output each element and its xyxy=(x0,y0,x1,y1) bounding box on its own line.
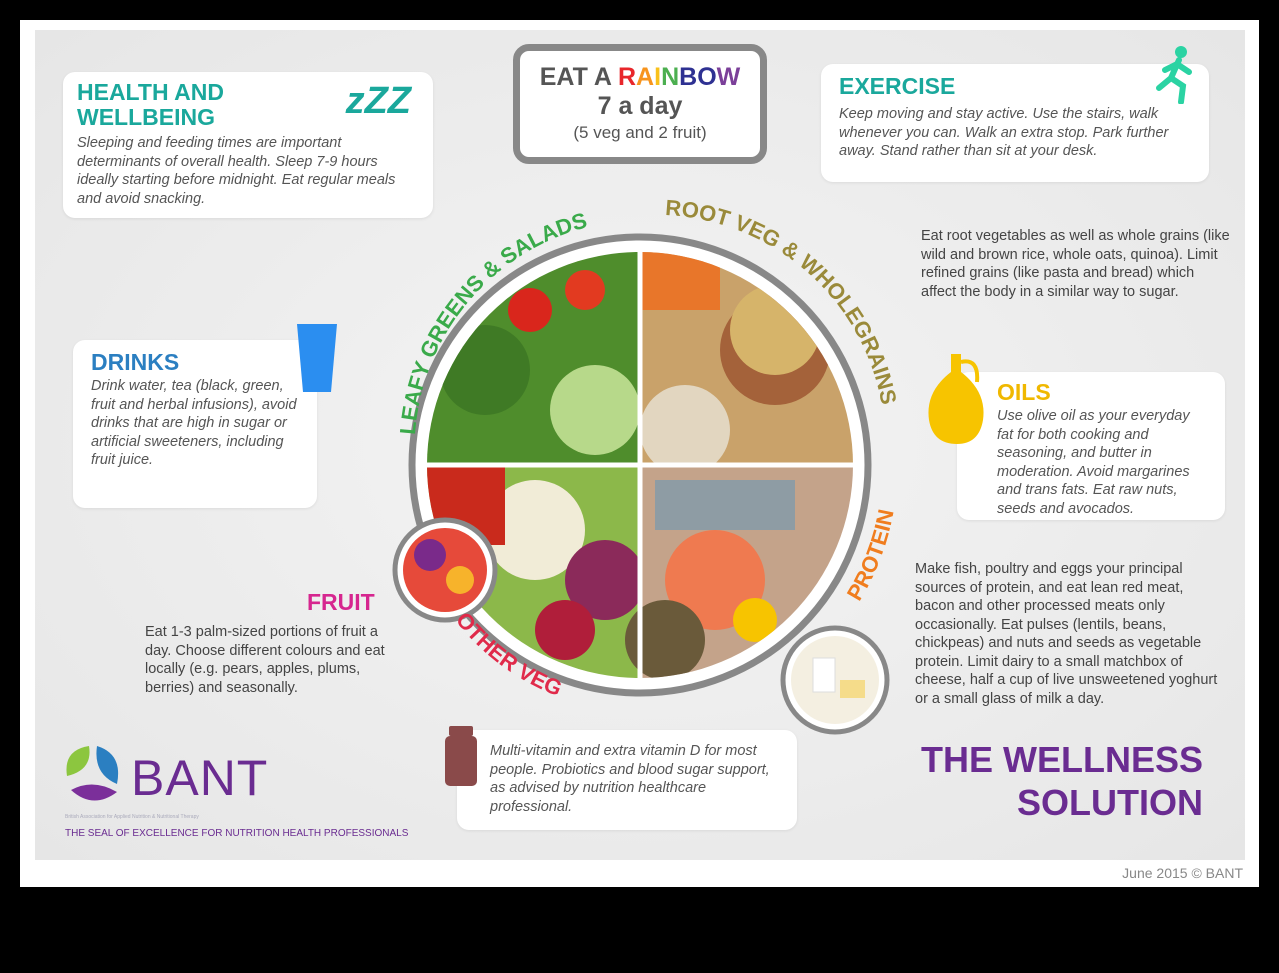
oils-card: OILS Use olive oil as your everyday fat … xyxy=(957,372,1225,520)
root-text: Eat root vegetables as well as whole gra… xyxy=(921,228,1230,300)
rainbow-letter: B xyxy=(679,63,698,91)
title-line1: EAT A RAINBOW xyxy=(539,63,741,91)
fruit-title: FRUIT xyxy=(307,589,375,615)
rainbow-letter: R xyxy=(617,63,637,91)
supplement-bottle-icon xyxy=(445,726,477,786)
drinks-card: DRINKS Drink water, tea (black, green, f… xyxy=(73,340,317,508)
rainbow-letter: O xyxy=(697,63,717,91)
exercise-card: EXERCISE Keep moving and stay active. Us… xyxy=(821,46,1209,182)
drinks-text: Drink water, tea (black, green, fruit an… xyxy=(91,378,297,468)
rainbow-letter: A xyxy=(636,63,655,91)
sleep-icon: zZZ xyxy=(345,80,411,122)
infographic-panel: HEALTH AND WELLBEING zZZ Sleeping and fe… xyxy=(35,30,1245,860)
rainbow-letter: I xyxy=(654,63,662,91)
infographic-page: HEALTH AND WELLBEING zZZ Sleeping and fe… xyxy=(20,20,1259,887)
drinks-title: DRINKS xyxy=(91,349,180,375)
rainbow-letter: N xyxy=(661,63,680,91)
runner-icon xyxy=(1156,46,1192,104)
plate-diagram: LEAFY GREENS & SALADS ROOT VEG & WHOLEGR… xyxy=(392,195,902,735)
title-box: EAT A RAINBOW 7 a day (5 veg and 2 fruit… xyxy=(513,44,767,164)
fruit-text: Eat 1-3 palm-sized portions of fruit a d… xyxy=(145,624,385,696)
health-title: HEALTH AND WELLBEING xyxy=(77,79,224,130)
title-line3: (5 veg and 2 fruit) xyxy=(573,123,707,142)
bant-logo: BANT xyxy=(131,750,269,806)
supplements-text: Multi-vitamin and extra vitamin D for mo… xyxy=(490,743,770,815)
glass-icon xyxy=(297,324,337,392)
oils-title: OILS xyxy=(997,379,1051,405)
protein-text: Make fish, poultry and eggs your princip… xyxy=(915,561,1218,707)
title-line2: 7 a day xyxy=(597,92,683,120)
oils-text: Use olive oil as your everyday fat for b… xyxy=(997,408,1190,517)
bant-logo-icon xyxy=(66,746,119,801)
oil-jug-icon xyxy=(928,354,984,444)
footer-credit: June 2015 © BANT xyxy=(1122,865,1243,881)
rainbow-letter: W xyxy=(716,63,741,91)
exercise-text: Keep moving and stay active. Use the sta… xyxy=(839,106,1169,159)
health-text: Sleeping and feeding times are important… xyxy=(77,135,396,207)
bant-tagline: THE SEAL OF EXCELLENCE FOR NUTRITION HEA… xyxy=(65,828,409,839)
health-card: HEALTH AND WELLBEING zZZ Sleeping and fe… xyxy=(63,72,433,218)
supplements-card: Multi-vitamin and extra vitamin D for mo… xyxy=(457,730,797,830)
wellness-title: THE WELLNESS SOLUTION xyxy=(920,739,1203,823)
bant-logo-sub: British Association for Applied Nutritio… xyxy=(65,814,199,820)
exercise-title: EXERCISE xyxy=(839,73,956,99)
rainbow-word: RAINBOW xyxy=(618,63,740,91)
